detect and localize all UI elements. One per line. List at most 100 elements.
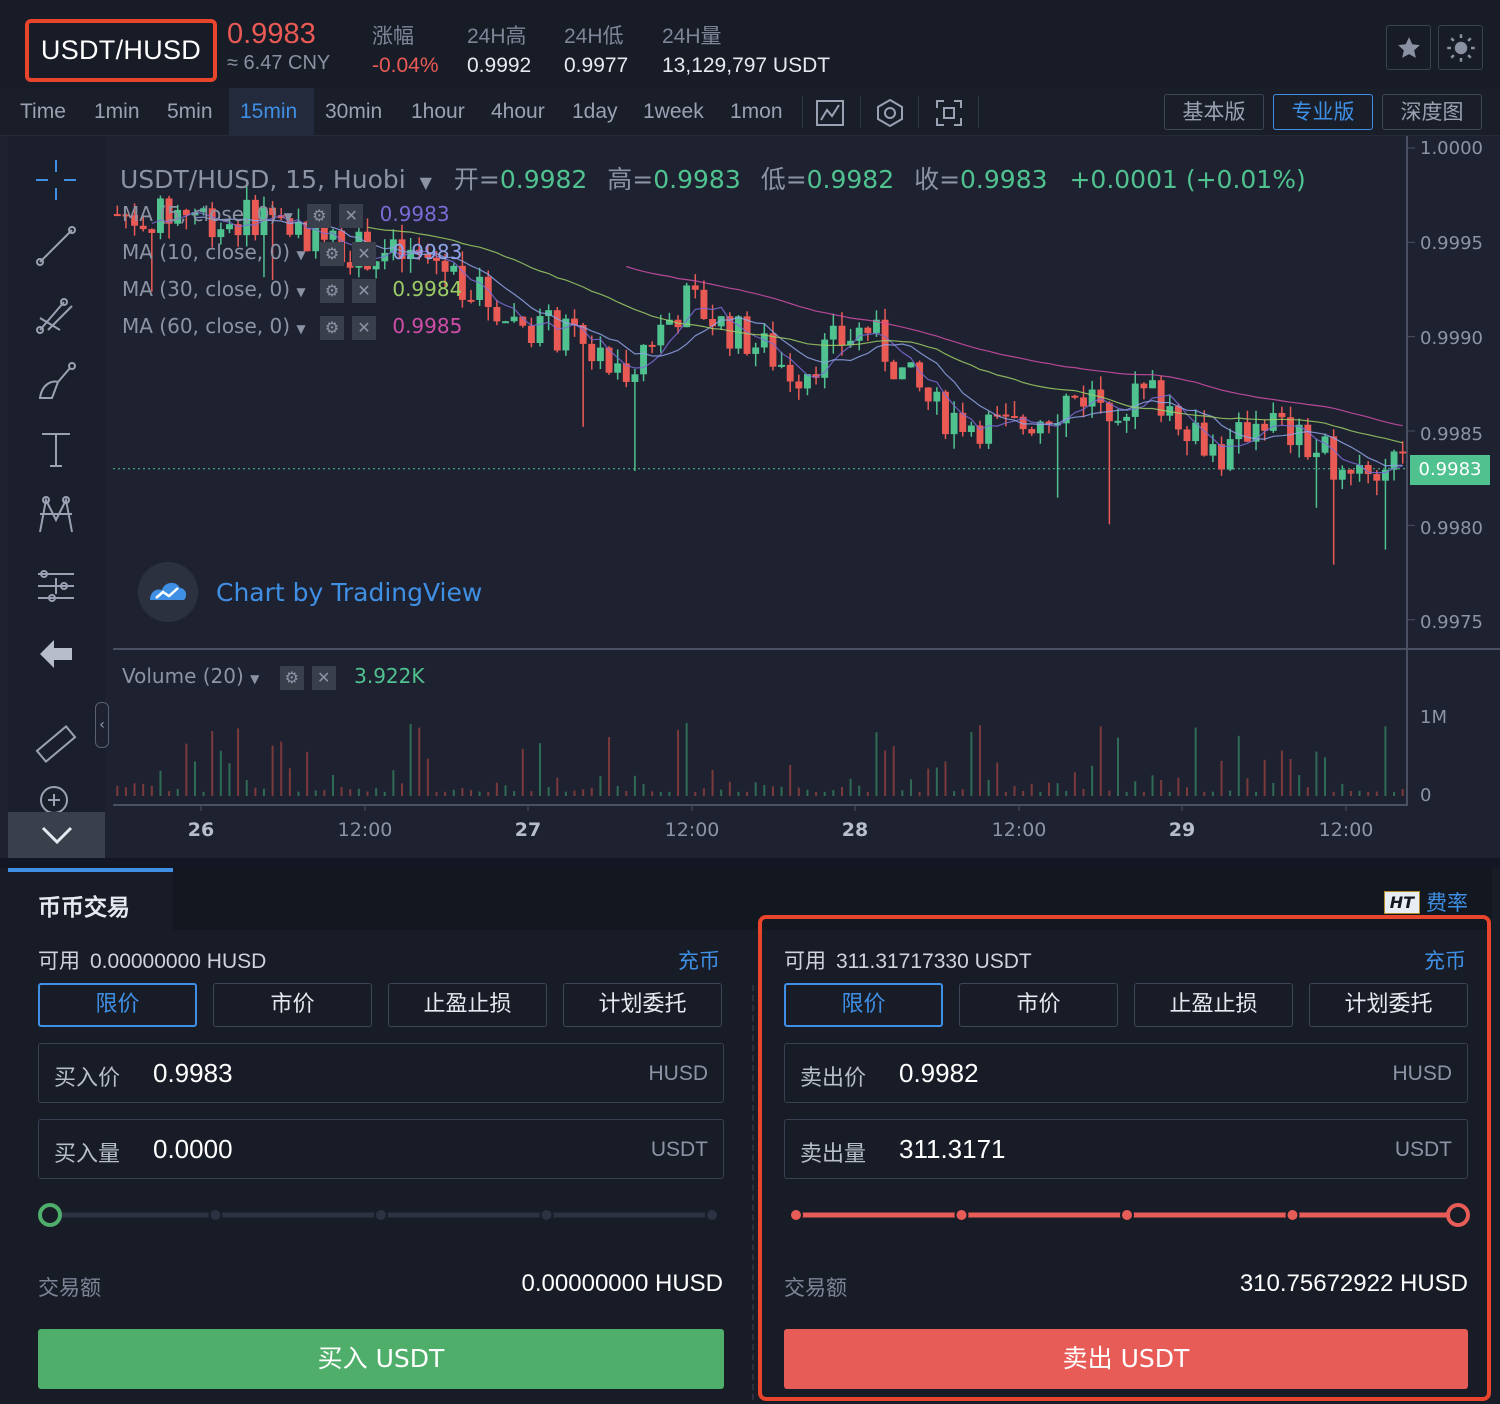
price-chart[interactable] [113, 136, 1500, 858]
settings-hex-icon[interactable] [875, 98, 905, 128]
tf-5min[interactable]: 5min [167, 100, 213, 123]
slider-step[interactable] [1120, 1208, 1134, 1222]
gear-icon[interactable]: ⚙ [319, 241, 344, 266]
buy-price-input[interactable]: 0.9983 [153, 1058, 233, 1088]
tf-15min[interactable]: 15min [229, 88, 314, 136]
gear-icon[interactable]: ⚙ [319, 278, 344, 303]
tf-4hour[interactable]: 4hour [491, 100, 545, 123]
x-tick: 28 [841, 819, 869, 841]
tf-30min[interactable]: 30min [325, 100, 383, 123]
gear-icon[interactable]: ⚙ [307, 203, 332, 228]
candle-body [260, 207, 268, 236]
brush-icon[interactable] [30, 356, 82, 408]
sell-amount-input[interactable]: 311.3171 [899, 1134, 1006, 1164]
sell-amount-field[interactable]: 卖出量 311.3171 USDT [784, 1119, 1468, 1179]
tab-spot-trade[interactable]: 币币交易 [8, 868, 173, 930]
x-tick: 12:00 [1318, 819, 1374, 841]
theme-sun-icon[interactable] [1438, 25, 1483, 70]
buy-tab-plan[interactable]: 计划委托 [563, 983, 722, 1027]
crosshair-icon[interactable] [30, 154, 82, 206]
tf-1hour[interactable]: 1hour [411, 100, 465, 123]
volume-bar [547, 787, 550, 796]
volume-bar [901, 790, 904, 796]
version-depth-button[interactable]: 深度图 [1382, 94, 1482, 130]
fork-icon[interactable] [30, 288, 82, 340]
buy-tab-stop[interactable]: 止盈止损 [388, 983, 547, 1027]
tf-1day[interactable]: 1day [572, 100, 618, 123]
slider-step[interactable] [954, 1208, 969, 1222]
volume-bar [978, 725, 981, 796]
text-icon[interactable] [30, 424, 82, 476]
fullscreen-icon[interactable] [934, 98, 964, 128]
buy-amount-field[interactable]: 买入量 0.0000 USDT [38, 1119, 724, 1179]
tradingview-badge[interactable]: Chart by TradingView [138, 562, 482, 622]
trendline-icon[interactable] [30, 220, 82, 272]
sell-tab-market[interactable]: 市价 [959, 983, 1118, 1027]
slider-step[interactable] [705, 1208, 719, 1222]
version-basic-button[interactable]: 基本版 [1164, 94, 1264, 130]
close-icon[interactable]: ✕ [351, 315, 376, 340]
slider-step[interactable] [208, 1208, 223, 1222]
sell-price-field[interactable]: 卖出价 0.9982 HUSD [784, 1043, 1468, 1103]
sell-price-input[interactable]: 0.9982 [899, 1058, 979, 1088]
pattern-icon[interactable] [30, 490, 82, 542]
volume-tick: 1M [1420, 707, 1447, 728]
chevron-down-icon[interactable]: ▼ [296, 322, 306, 336]
volume-bar [996, 762, 999, 796]
gear-icon[interactable]: ⚙ [279, 665, 304, 690]
tf-1mon[interactable]: 1mon [730, 100, 783, 123]
candle-body [389, 239, 397, 253]
slider-handle[interactable] [1446, 1203, 1470, 1227]
buy-amount-slider[interactable] [32, 1200, 732, 1230]
pair-selector[interactable]: USDT/HUSD [25, 19, 217, 82]
volume-bar [331, 774, 334, 796]
chart-title[interactable]: USDT/HUSD, 15, Huobi [120, 165, 406, 194]
volume-bar [435, 791, 438, 796]
toolbar-expand-button[interactable] [8, 812, 105, 858]
volume-bar [1384, 726, 1387, 796]
indicator-icon[interactable] [815, 98, 845, 128]
sell-amount-slider[interactable] [778, 1200, 1478, 1230]
buy-tab-limit[interactable]: 限价 [38, 983, 197, 1027]
fee-rate-link[interactable]: HT 费率 [1383, 887, 1468, 917]
slider-step[interactable] [539, 1208, 554, 1222]
back-arrow-icon[interactable] [30, 628, 82, 680]
slider-handle[interactable] [38, 1203, 62, 1227]
ma-value: 0.9985 [392, 314, 463, 338]
slider-step[interactable] [789, 1208, 803, 1222]
sell-tab-plan[interactable]: 计划委托 [1309, 983, 1468, 1027]
sell-deposit-link[interactable]: 充币 [1424, 949, 1466, 973]
buy-tab-market[interactable]: 市价 [213, 983, 372, 1027]
buy-button[interactable]: 买入 USDT [38, 1329, 724, 1389]
buy-price-field[interactable]: 买入价 0.9983 HUSD [38, 1043, 724, 1103]
chevron-down-icon[interactable]: ▼ [419, 173, 432, 192]
close-icon[interactable]: ✕ [351, 278, 376, 303]
slider-step[interactable] [374, 1208, 388, 1222]
sell-tab-stop[interactable]: 止盈止损 [1134, 983, 1293, 1027]
buy-amount-input[interactable]: 0.0000 [153, 1134, 233, 1164]
chevron-down-icon[interactable]: ▼ [296, 248, 306, 262]
close-icon[interactable]: ✕ [339, 203, 364, 228]
star-icon[interactable] [1386, 25, 1431, 70]
slider-step[interactable] [1285, 1208, 1300, 1222]
chevron-down-icon[interactable]: ▼ [283, 210, 293, 224]
tf-1min[interactable]: 1min [94, 100, 140, 123]
ruler-icon[interactable] [30, 718, 82, 770]
buy-deposit-link[interactable]: 充币 [678, 949, 720, 973]
volume-bar [797, 787, 800, 796]
chevron-down-icon[interactable]: ▼ [296, 285, 306, 299]
gear-icon[interactable]: ⚙ [319, 315, 344, 340]
sell-button[interactable]: 卖出 USDT [784, 1329, 1468, 1389]
version-pro-button[interactable]: 专业版 [1273, 94, 1373, 130]
candle-body [1226, 439, 1234, 470]
ma-line [367, 226, 1403, 444]
close-icon[interactable]: ✕ [351, 241, 376, 266]
chevron-down-icon[interactable]: ▼ [250, 672, 260, 686]
tf-1week[interactable]: 1week [643, 100, 704, 123]
tf-time[interactable]: Time [20, 100, 66, 123]
sell-tab-limit[interactable]: 限价 [784, 983, 943, 1027]
measure-icon[interactable] [30, 560, 82, 612]
close-icon[interactable]: ✕ [311, 665, 336, 690]
toolbar-collapse-handle[interactable]: ‹ [95, 702, 109, 748]
sell-total-label: 交易额 [784, 1276, 847, 1300]
